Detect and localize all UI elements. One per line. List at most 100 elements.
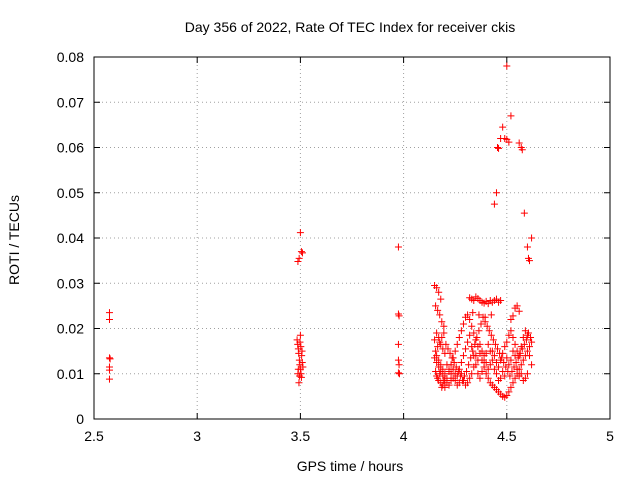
data-point [299, 363, 307, 371]
data-point [517, 361, 525, 369]
data-point [469, 309, 477, 317]
data-point [507, 112, 515, 120]
data-point [105, 366, 113, 374]
data-point [431, 354, 439, 362]
data-point [509, 347, 517, 355]
data-point [470, 296, 478, 304]
data-point [472, 352, 480, 360]
data-point [511, 340, 519, 348]
data-point [503, 354, 511, 362]
data-point [466, 331, 474, 339]
data-point [294, 258, 302, 266]
data-point [433, 284, 441, 292]
data-point [295, 254, 303, 262]
data-point [477, 320, 485, 328]
data-point [494, 345, 502, 353]
data-point [446, 349, 454, 357]
grid-lines [94, 57, 610, 419]
data-point [469, 347, 477, 355]
data-point [436, 370, 444, 378]
data-point [507, 315, 515, 323]
x-tick-label: 5 [606, 428, 614, 444]
y-tick-label: 0.08 [57, 49, 84, 65]
data-point [448, 354, 456, 362]
y-tick-label: 0.07 [57, 94, 84, 110]
data-point [503, 62, 511, 70]
data-point [492, 370, 500, 378]
data-point [475, 327, 483, 335]
data-point [438, 383, 446, 391]
data-point [394, 243, 402, 251]
data-point [489, 336, 497, 344]
data-point [495, 144, 503, 152]
data-point [457, 370, 465, 378]
data-point [438, 334, 446, 342]
plot-frame [93, 56, 611, 420]
data-point [453, 381, 461, 389]
data-point [470, 329, 478, 337]
data-point [459, 352, 467, 360]
data-point [438, 318, 446, 326]
data-point [434, 343, 442, 351]
data-point [523, 243, 531, 251]
data-point [517, 343, 525, 351]
data-point [497, 356, 505, 364]
data-point [499, 349, 507, 357]
data-point [511, 352, 519, 360]
data-point [468, 370, 476, 378]
data-point [435, 363, 443, 371]
data-point [432, 367, 440, 375]
data-point [521, 327, 529, 335]
data-point [432, 302, 440, 310]
data-point [512, 358, 520, 366]
data-point [436, 338, 444, 346]
y-tick-label: 0.05 [57, 185, 84, 201]
data-point [394, 340, 402, 348]
data-point [507, 327, 515, 335]
data-point [449, 365, 457, 373]
data-point [443, 361, 451, 369]
data-point [463, 367, 471, 375]
data-point [468, 322, 476, 330]
data-point [455, 334, 463, 342]
data-point [501, 343, 509, 351]
data-point [105, 354, 113, 362]
data-point [501, 372, 509, 380]
data-point [509, 334, 517, 342]
data-point [511, 374, 519, 382]
data-point [520, 209, 528, 217]
data-point [519, 377, 527, 385]
data-point [459, 377, 467, 385]
data-point [487, 331, 495, 339]
y-tick-label: 0.03 [57, 275, 84, 291]
data-point [528, 361, 536, 369]
data-points [105, 62, 536, 401]
data-point [484, 340, 492, 348]
data-point [474, 356, 482, 364]
data-point [442, 340, 450, 348]
data-point [476, 374, 484, 382]
x-tick-label: 3.5 [291, 428, 311, 444]
data-point [457, 327, 465, 335]
data-point [394, 369, 402, 377]
data-point [490, 365, 498, 373]
data-point [499, 123, 507, 131]
data-point [470, 363, 478, 371]
data-point [528, 234, 536, 242]
data-point [462, 381, 470, 389]
data-point [433, 329, 441, 337]
data-point [515, 139, 523, 147]
data-point [505, 138, 513, 146]
data-point [434, 306, 442, 314]
x-tick-label: 4.5 [497, 428, 517, 444]
data-point [480, 352, 488, 360]
data-point [509, 312, 517, 320]
data-point [475, 311, 483, 319]
data-point [298, 347, 306, 355]
tick-labels: 2.5 3 3.5 4 4.5 5 0 0.01 0.02 0.03 0.04 0.05 0.06 0.0… [57, 49, 614, 444]
data-point [294, 365, 302, 373]
data-point [503, 338, 511, 346]
data-point [519, 356, 527, 364]
data-point [490, 200, 498, 208]
data-point [486, 361, 494, 369]
